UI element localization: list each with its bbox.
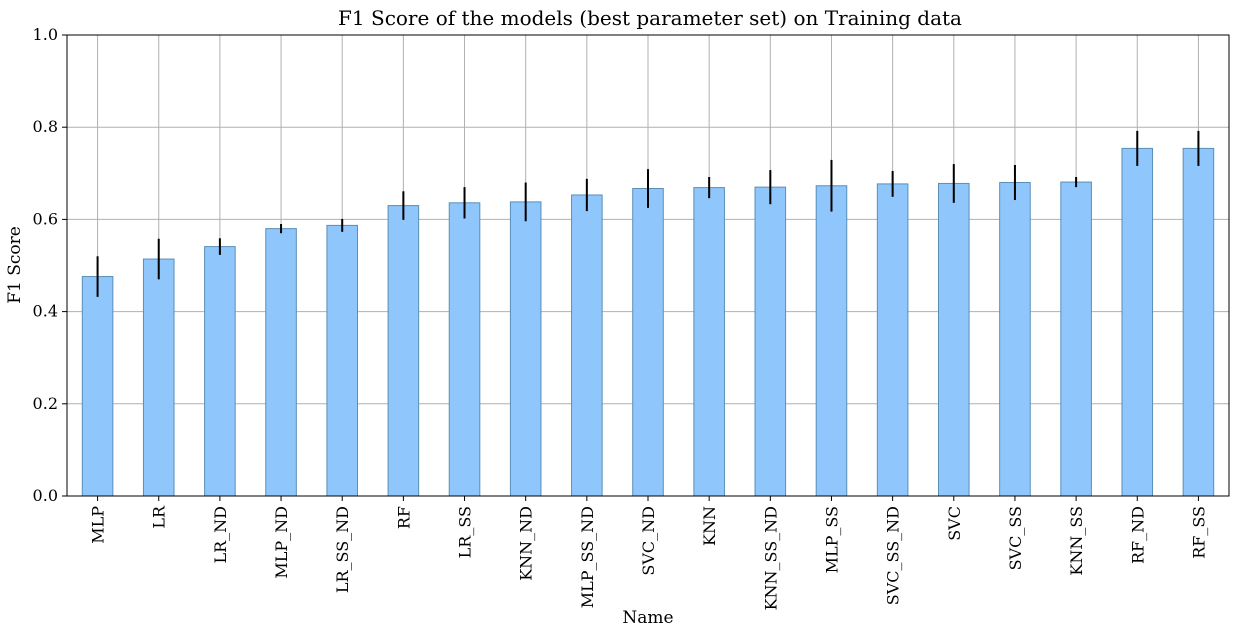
bar-svc-ss-nd (876, 183, 909, 497)
x-tick-label: MLP_SS (822, 506, 841, 573)
bar-lr-ss (448, 202, 481, 497)
y-axis-label: F1 Score (5, 226, 25, 304)
bar-knn-nd (509, 201, 542, 497)
x-axis: MLP LR LR_ND MLP_ND LR_SS_ND RF LR_SS KNN_ND MLP… (89, 496, 1208, 610)
x-tick-label: RF (394, 506, 413, 529)
bar-knn-ss-nd (754, 186, 787, 497)
bar-svc (938, 182, 970, 497)
y-tick-label: 1.0 (33, 25, 58, 44)
bar-svc-ss (999, 182, 1031, 497)
x-tick-label: KNN_ND (517, 506, 536, 581)
bar-rf-nd (1121, 147, 1154, 497)
bar-mlp-nd (265, 228, 297, 497)
x-tick-label: MLP_ND (272, 506, 291, 579)
bar-lr-nd (204, 246, 236, 497)
x-tick-label: SVC_SS_ND (884, 506, 903, 605)
x-tick-label: RF_ND (1128, 506, 1147, 564)
x-tick-label: RF_SS (1189, 506, 1208, 559)
x-tick-label: LR_SS (456, 506, 475, 558)
chart-title: F1 Score of the models (best parameter s… (338, 6, 962, 30)
bar-mlp-ss-nd (571, 194, 603, 497)
x-tick-label: SVC_SS (1006, 506, 1025, 570)
x-tick-label: MLP (89, 506, 108, 544)
x-tick-label: MLP_SS_ND (578, 506, 597, 608)
bar-rf-ss (1182, 147, 1215, 497)
bar-knn (693, 187, 725, 497)
x-tick-label: LR_SS_ND (333, 506, 352, 593)
x-tick-label: LR (150, 505, 169, 529)
x-tick-label: KNN_SS (1067, 506, 1086, 576)
error-bar-layer (96, 130, 1200, 297)
x-tick-label: KNN_SS_ND (761, 506, 780, 610)
bar-knn-ss (1060, 181, 1092, 497)
bar-lr-ss-nd (326, 224, 358, 497)
x-tick-label: LR_ND (211, 506, 230, 564)
y-tick-label: 0.6 (33, 209, 58, 228)
y-tick-label: 0.2 (33, 394, 58, 413)
bar-mlp (81, 276, 114, 497)
y-axis: 0.0 0.2 0.4 0.6 0.8 1.0 (33, 25, 67, 505)
bar-rf (387, 205, 420, 497)
bar-layer (81, 147, 1215, 497)
x-tick-label: SVC_ND (639, 506, 658, 576)
y-tick-label: 0.0 (33, 486, 58, 505)
bar-svc-nd (632, 188, 664, 497)
x-axis-label: Name (622, 608, 673, 628)
x-tick-label: KNN (700, 506, 719, 546)
bar-lr (142, 258, 175, 497)
y-tick-label: 0.4 (33, 302, 58, 321)
y-tick-label: 0.8 (33, 117, 58, 136)
x-tick-label: SVC (945, 506, 964, 541)
bar-mlp-ss (815, 185, 848, 497)
